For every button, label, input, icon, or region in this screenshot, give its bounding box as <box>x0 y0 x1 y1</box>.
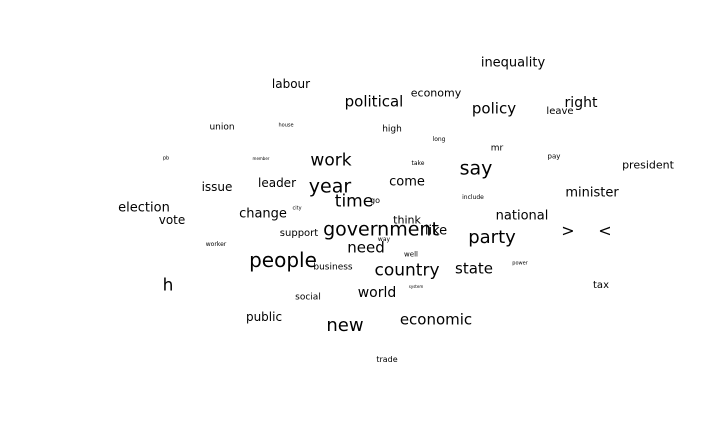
word: people <box>249 248 317 272</box>
word: include <box>462 194 484 201</box>
word: minister <box>565 185 619 201</box>
word: political <box>344 92 404 111</box>
word: vote <box>158 213 186 227</box>
word: social <box>295 292 321 303</box>
word: house <box>278 122 294 129</box>
word: public <box>245 310 283 324</box>
word: come <box>389 174 425 190</box>
word: world <box>357 285 397 301</box>
word: city <box>292 205 302 212</box>
word: new <box>326 315 364 336</box>
word: national <box>495 208 549 224</box>
word: power <box>512 260 528 267</box>
word: way <box>377 236 391 243</box>
word: long <box>432 136 446 143</box>
word: year <box>308 175 352 198</box>
word: like <box>424 223 448 239</box>
word: economic <box>399 310 473 329</box>
word: leader <box>257 176 297 190</box>
word: take <box>411 160 425 167</box>
word: h <box>162 275 174 296</box>
word: change <box>239 206 287 222</box>
word: government <box>323 218 439 241</box>
word: say <box>459 157 493 180</box>
word: country <box>374 260 440 281</box>
word: system <box>408 284 424 289</box>
word: election <box>118 200 170 216</box>
word: high <box>382 124 402 135</box>
word: union <box>209 122 235 133</box>
word: well <box>404 250 418 259</box>
word: mr <box>490 143 504 154</box>
word: economy <box>410 86 462 100</box>
word: tax <box>593 280 609 291</box>
word: policy <box>471 99 517 118</box>
word: president <box>622 158 674 172</box>
word: leave <box>546 106 574 117</box>
word: business <box>313 262 353 273</box>
word: < <box>598 221 612 240</box>
word: support <box>279 228 319 239</box>
word: pay <box>547 152 561 161</box>
word: state <box>455 259 493 278</box>
word: > <box>561 221 575 240</box>
word: pb <box>162 155 170 162</box>
word: trade <box>376 355 398 364</box>
word: labour <box>271 77 311 91</box>
word: think <box>393 213 421 227</box>
word: issue <box>201 180 233 194</box>
word: inequality <box>480 55 546 71</box>
word: worker <box>205 241 227 248</box>
word: party <box>468 227 516 248</box>
word: member <box>252 156 270 161</box>
word: right <box>564 95 598 111</box>
word: need <box>347 238 385 257</box>
word: time <box>334 191 374 212</box>
word: go <box>370 196 380 205</box>
word: work <box>310 150 352 171</box>
